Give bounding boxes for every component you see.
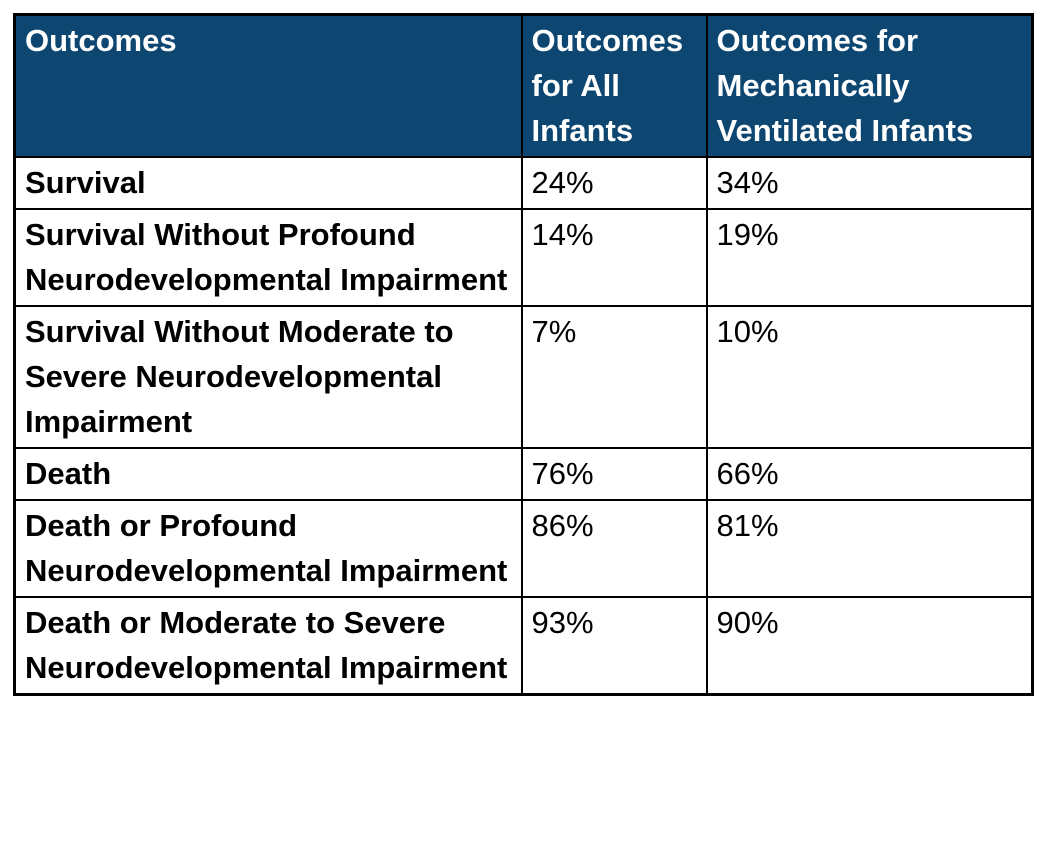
row-label-death: Death xyxy=(13,447,523,501)
value-survival-without-moderate-severe-ndi-ventilated: 10% xyxy=(705,305,1034,449)
table-row: Death 76% 66% xyxy=(13,447,1034,501)
table-row: Survival Without Profound Neurodevelopme… xyxy=(13,208,1034,307)
outcomes-table: Outcomes Outcomes for All Infants Outcom… xyxy=(13,13,1034,696)
table-row: Survival 24% 34% xyxy=(13,156,1034,210)
row-label-survival: Survival xyxy=(13,156,523,210)
header-cell-outcomes: Outcomes xyxy=(13,13,523,158)
value-survival-without-moderate-severe-ndi-all: 7% xyxy=(520,305,708,449)
row-label-death-or-profound-ndi: Death or Profound Neurodevelopmental Imp… xyxy=(13,499,523,598)
table-row: Survival Without Moderate to Severe Neur… xyxy=(13,305,1034,449)
value-death-ventilated: 66% xyxy=(705,447,1034,501)
table-row: Death or Profound Neurodevelopmental Imp… xyxy=(13,499,1034,598)
row-label-survival-without-profound-ndi: Survival Without Profound Neurodevelopme… xyxy=(13,208,523,307)
value-death-all: 76% xyxy=(520,447,708,501)
value-survival-all: 24% xyxy=(520,156,708,210)
header-cell-ventilated-infants: Outcomes for Mechanically Ventilated Inf… xyxy=(705,13,1034,158)
value-death-or-profound-ndi-ventilated: 81% xyxy=(705,499,1034,598)
row-label-survival-without-moderate-severe-ndi: Survival Without Moderate to Severe Neur… xyxy=(13,305,523,449)
value-death-or-moderate-severe-ndi-ventilated: 90% xyxy=(705,596,1034,696)
table-row: Death or Moderate to Severe Neurodevelop… xyxy=(13,596,1034,696)
table-header-row: Outcomes Outcomes for All Infants Outcom… xyxy=(13,13,1034,158)
value-death-or-profound-ndi-all: 86% xyxy=(520,499,708,598)
row-label-death-or-moderate-severe-ndi: Death or Moderate to Severe Neurodevelop… xyxy=(13,596,523,696)
value-survival-without-profound-ndi-all: 14% xyxy=(520,208,708,307)
header-cell-all-infants: Outcomes for All Infants xyxy=(520,13,708,158)
value-survival-ventilated: 34% xyxy=(705,156,1034,210)
value-survival-without-profound-ndi-ventilated: 19% xyxy=(705,208,1034,307)
value-death-or-moderate-severe-ndi-all: 93% xyxy=(520,596,708,696)
